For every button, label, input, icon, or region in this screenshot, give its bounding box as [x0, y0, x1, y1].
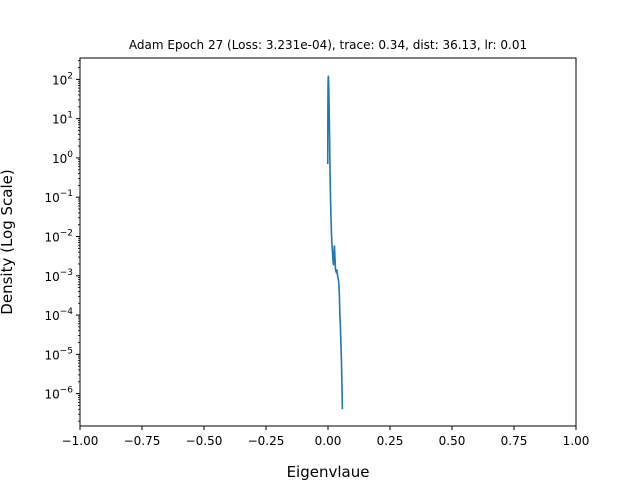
x-tick-label: 1.00: [563, 434, 590, 448]
y-tick-label: 10−1: [44, 189, 73, 205]
y-tick-label: 10−6: [44, 386, 73, 402]
y-axis-label: Density (Log Scale): [0, 169, 16, 314]
y-tick-label: 100: [52, 150, 73, 166]
x-axis-label: Eigenvlaue: [287, 463, 370, 480]
x-tick-label: 0.25: [377, 434, 404, 448]
y-tick-label: 102: [52, 71, 73, 87]
y-tick-label: 10−5: [44, 346, 73, 362]
y-tick-label: 10−4: [44, 307, 73, 323]
series-layer: [326, 75, 344, 410]
x-tick-label: −1.00: [62, 434, 99, 448]
plot-area-frame: [79, 57, 577, 427]
x-tick-label: −0.75: [124, 434, 161, 448]
x-tick-label: 0.00: [315, 434, 342, 448]
density-line: [326, 75, 344, 410]
x-tick-label: −0.25: [248, 434, 285, 448]
y-axis-ticks: 102 101 100 10−1 10−2 10−3 10−4 10−5 10−6: [44, 60, 80, 422]
y-tick-label: 10−3: [44, 268, 73, 284]
x-axis-ticks: −1.00 −0.75 −0.50 −0.25 0.00 0.25 0.50 0.75 1.00: [62, 426, 590, 448]
x-tick-label: −0.50: [186, 434, 223, 448]
x-tick-label: 0.50: [439, 434, 466, 448]
chart-title: Adam Epoch 27 (Loss: 3.231e-04), trace: …: [129, 38, 527, 52]
y-tick-label: 10−2: [44, 229, 73, 245]
y-tick-label: 101: [52, 111, 73, 127]
x-tick-label: 0.75: [501, 434, 528, 448]
